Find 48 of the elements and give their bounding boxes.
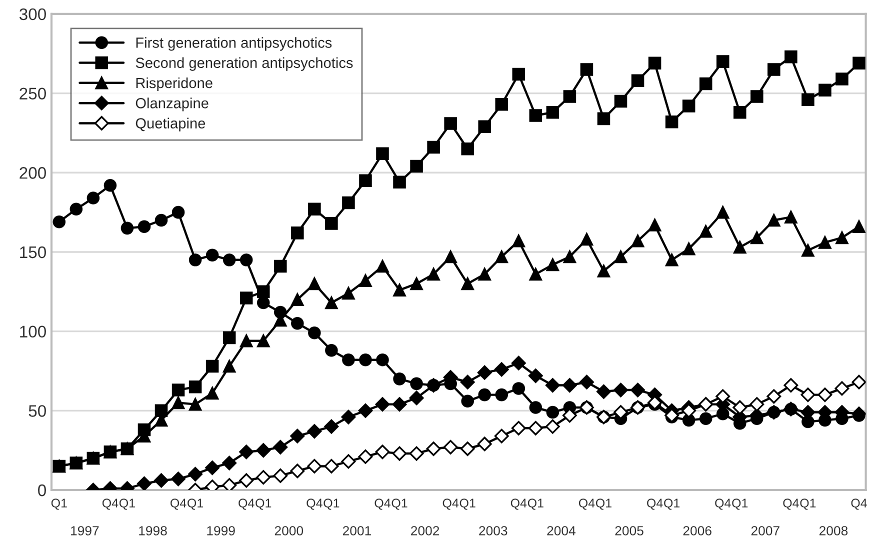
x-tick-label: Q1	[392, 498, 408, 510]
y-tick-label: 100	[20, 326, 46, 338]
x-tick-label: Q4	[170, 498, 186, 510]
x-tick-label: Q1	[324, 498, 340, 510]
y-tick-label: 300	[19, 8, 46, 20]
text: 1998	[139, 526, 167, 536]
legend-label: Olanzapine	[136, 98, 208, 112]
x-tick-label: Q1	[256, 498, 272, 510]
text: 2004	[547, 526, 576, 536]
text: 1997	[71, 526, 99, 536]
text: 2000	[274, 526, 304, 536]
text: 2003	[479, 526, 508, 536]
legend-label: Quetiapine	[136, 118, 206, 132]
x-tick-label: Q4	[715, 498, 731, 510]
text: 2008	[819, 526, 848, 536]
y-tick-label: 150	[20, 246, 46, 258]
legend-label: First generation antipsychotics	[136, 37, 332, 51]
x-tick-label: Q4	[374, 498, 390, 510]
text: 2001	[342, 526, 372, 536]
x-tick-label: Q4	[306, 498, 322, 510]
x-tick-label: Q4	[851, 498, 867, 510]
y-tick-label: 250	[20, 88, 46, 100]
x-tick-label: Q4	[783, 498, 799, 510]
x-tick-label: Q1	[528, 498, 544, 510]
x-tick-label: Q4	[442, 498, 459, 510]
x-tick-label: Q4	[238, 498, 254, 510]
y-tick-label: 0	[38, 484, 46, 496]
x-tick-label: Q1	[460, 498, 476, 510]
text: 2007	[751, 526, 780, 536]
text: 2002	[411, 526, 440, 536]
text: 2006	[683, 526, 712, 536]
legend-label: Second generation antipsychotics	[136, 57, 353, 71]
legend-label: Risperidone	[136, 77, 212, 92]
x-tick-label: Q1	[188, 498, 204, 510]
x-tick-label: Q1	[596, 498, 612, 510]
text: 1999	[207, 526, 235, 536]
x-tick-label: Q1	[664, 498, 680, 510]
x-tick-label: Q1	[732, 498, 748, 510]
x-tick-label: Q4	[102, 498, 118, 510]
y-tick-label: 50	[28, 405, 46, 417]
x-tick-label: Q1	[51, 498, 67, 510]
y-tick-label: 200	[20, 167, 46, 179]
x-tick-label: Q4	[578, 498, 595, 510]
x-tick-label: Q4	[647, 498, 663, 510]
text: 2005	[615, 526, 644, 536]
x-tick-label: Q1	[800, 498, 816, 510]
x-tick-label: Q4	[510, 498, 527, 510]
x-tick-label: Q1	[119, 498, 135, 510]
